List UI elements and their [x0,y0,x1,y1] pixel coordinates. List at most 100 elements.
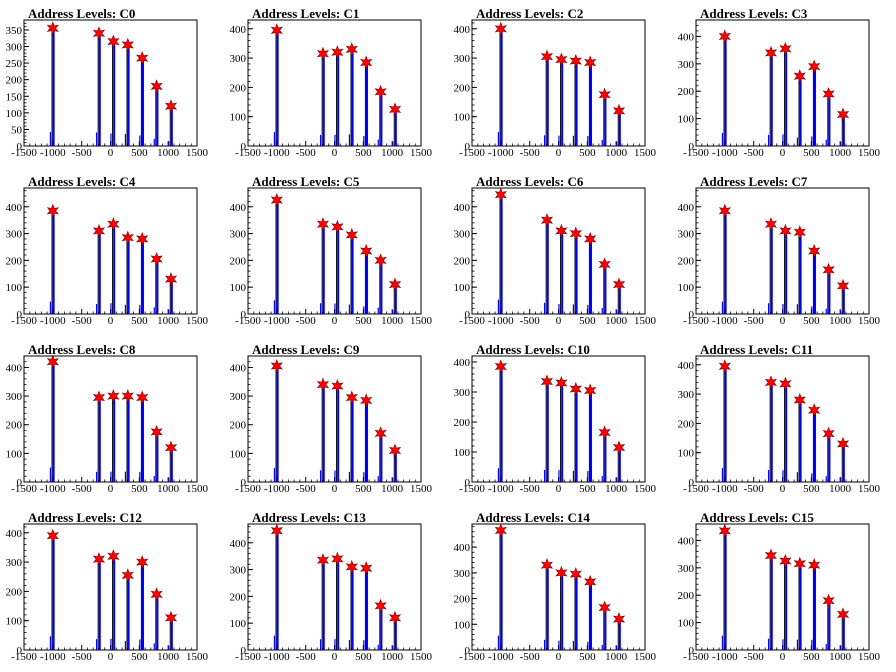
histogram-shoulder [767,638,770,650]
x-tick-label: 0 [556,315,562,327]
peak-marker [612,103,626,118]
x-tick-label: 0 [108,483,114,495]
histogram-bar [500,366,503,482]
histogram-shoulder [840,477,842,482]
histogram-shoulder [153,307,155,314]
histogram-bar [337,558,340,650]
y-tick-label: 0 [465,645,471,657]
histogram-shoulder [543,135,546,146]
x-tick-label: -1000 [488,147,514,159]
x-tick-label: 1000 [605,147,628,159]
histogram-panel: Address Levels: C5 0 100 200 300 400 -1500 -100… [224,168,448,336]
y-tick-label: 0 [689,477,695,489]
histogram-shoulder [49,467,52,482]
histogram-svg: Address Levels: C2 0 100 200 300 400 -1500 -100… [454,6,657,159]
histogram-shoulder [319,639,322,650]
histogram-shoulder [767,134,770,146]
peak-marker [388,102,402,117]
histogram-bar [842,614,845,650]
x-tick-label: 500 [355,315,372,327]
x-tick-label: 0 [780,315,786,327]
peak-marker [270,23,283,38]
peak-marker [316,377,330,392]
histogram-shoulder [95,471,98,482]
histogram-bar [380,91,383,146]
histogram-shoulder [348,134,350,146]
peak-marker [150,79,163,94]
peak-marker [584,383,597,398]
x-tick-label: -500 [744,315,765,327]
y-tick-label: 200 [6,255,23,267]
y-tick-label: 0 [465,141,471,153]
histogram-bar [156,594,159,650]
histogram-shoulder [110,471,112,482]
x-tick-label: -1500 [683,483,709,495]
histogram-shoulder [49,301,52,314]
histogram-bar [724,530,727,650]
peak-marker [331,45,344,60]
peak-marker [808,243,821,259]
histogram-shoulder [497,299,500,314]
peak-marker [360,55,373,70]
x-tick-label: -1000 [40,147,66,159]
y-tick-label: 200 [678,590,695,602]
y-tick-label: 300 [454,53,471,65]
y-tick-label: 200 [6,420,23,432]
histogram-svg: Address Levels: C0 0 50 100 150 200 250 300 350 -… [6,6,209,159]
peak-marker [345,42,358,57]
histogram-bar [770,224,773,314]
histogram-shoulder [587,135,589,146]
histogram-bar [142,238,145,314]
x-tick-label: -500 [744,147,765,159]
histogram-shoulder [825,139,827,146]
histogram-shoulder [363,640,365,650]
peak-marker [374,426,387,441]
histogram-bar [561,59,564,147]
histogram-bar [618,447,621,482]
peak-marker [164,272,178,287]
peak-marker [764,375,778,390]
histogram-bar [561,383,564,482]
histogram-shoulder [840,310,842,314]
histogram-shoulder [273,468,276,482]
peak-marker [793,392,806,408]
x-tick-label: -1500 [235,147,261,159]
x-tick-label: -1000 [712,651,738,663]
histogram-bar [142,397,145,482]
x-tick-label: -500 [72,315,93,327]
peak-marker [836,607,850,622]
x-tick-label: 0 [108,651,114,663]
histogram-bar [828,93,831,146]
histogram-bar [322,53,325,146]
peak-marker [612,612,626,627]
y-tick-label: 300 [678,563,695,575]
x-tick-label: -500 [72,483,93,495]
histogram-panel: Address Levels: C6 0 100 200 300 400 -1500 -100… [448,168,672,336]
histogram-shoulder [825,476,827,482]
histogram-bar [604,264,607,314]
histogram-bar [828,600,831,650]
x-tick-label: -500 [296,147,317,159]
y-tick-label: 350 [6,25,23,37]
histogram-shoulder [616,646,618,650]
histogram-shoulder [543,302,546,314]
x-tick-label: -500 [520,147,541,159]
histogram-bar [590,62,593,146]
peak-marker [92,390,106,405]
peak-marker [764,45,778,60]
y-tick-label: 200 [230,591,247,603]
x-tick-label: -1500 [459,651,485,663]
x-tick-label: 0 [780,483,786,495]
peak-marker [494,359,507,374]
x-tick-label: -1500 [235,315,261,327]
y-tick-label: 100 [678,282,695,294]
histogram-bar [142,562,145,650]
x-tick-label: 1500 [410,483,433,495]
histogram-shoulder [168,646,170,650]
histogram-bar [500,28,503,147]
y-tick-label: 400 [678,31,695,43]
x-tick-label: 1500 [634,147,657,159]
y-tick-label: 400 [454,357,471,369]
x-tick-label: -1000 [264,315,290,327]
